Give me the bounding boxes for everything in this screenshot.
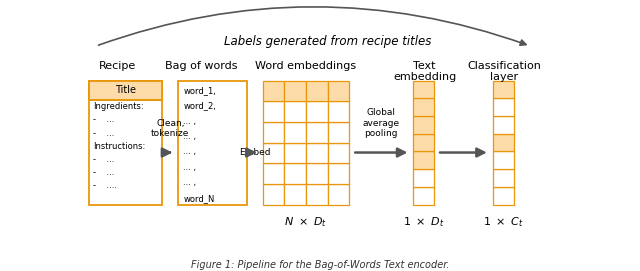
FancyBboxPatch shape <box>284 184 306 205</box>
FancyBboxPatch shape <box>413 98 434 116</box>
Text: Embed: Embed <box>239 148 270 157</box>
FancyBboxPatch shape <box>284 122 306 143</box>
FancyBboxPatch shape <box>262 184 284 205</box>
Text: ... ,: ... , <box>183 132 196 141</box>
FancyBboxPatch shape <box>328 122 349 143</box>
Text: Labels generated from recipe titles: Labels generated from recipe titles <box>224 35 432 48</box>
FancyBboxPatch shape <box>493 187 513 205</box>
Text: -    ...: - ... <box>93 115 115 124</box>
Text: -    ...: - ... <box>93 128 115 137</box>
FancyBboxPatch shape <box>493 116 513 134</box>
Text: Word embeddings: Word embeddings <box>255 61 356 71</box>
FancyBboxPatch shape <box>413 134 434 151</box>
Text: $1\ \times\ C_t$: $1\ \times\ C_t$ <box>483 215 524 229</box>
FancyBboxPatch shape <box>328 143 349 163</box>
FancyBboxPatch shape <box>306 101 328 122</box>
Text: Instructions:: Instructions: <box>93 141 145 151</box>
Text: Clean,
tokenize: Clean, tokenize <box>151 118 189 138</box>
FancyBboxPatch shape <box>493 98 513 116</box>
FancyBboxPatch shape <box>413 187 434 205</box>
Text: Classification
layer: Classification layer <box>467 61 541 82</box>
Text: $N\ \times\ D_t$: $N\ \times\ D_t$ <box>284 215 328 229</box>
Text: Recipe: Recipe <box>99 61 136 71</box>
Text: Ingredients:: Ingredients: <box>93 102 143 111</box>
Text: word_N: word_N <box>183 194 214 203</box>
FancyBboxPatch shape <box>284 80 306 101</box>
FancyBboxPatch shape <box>413 80 434 98</box>
Text: -    ...: - ... <box>93 154 115 164</box>
FancyBboxPatch shape <box>262 122 284 143</box>
FancyBboxPatch shape <box>178 80 246 205</box>
FancyBboxPatch shape <box>284 143 306 163</box>
FancyBboxPatch shape <box>493 169 513 187</box>
FancyBboxPatch shape <box>413 169 434 187</box>
Text: Global
average
pooling: Global average pooling <box>363 108 400 138</box>
Text: word_1,: word_1, <box>183 86 216 95</box>
Text: Text
embedding: Text embedding <box>393 61 456 82</box>
FancyBboxPatch shape <box>262 80 284 101</box>
Text: Title: Title <box>115 85 136 95</box>
FancyBboxPatch shape <box>328 101 349 122</box>
Text: word_2,: word_2, <box>183 101 216 110</box>
Text: -    ...: - ... <box>93 168 115 177</box>
Text: Figure 1: Pipeline for the Bag-of-Words Text encoder.: Figure 1: Pipeline for the Bag-of-Words … <box>191 260 449 270</box>
FancyBboxPatch shape <box>306 80 328 101</box>
FancyBboxPatch shape <box>306 122 328 143</box>
FancyBboxPatch shape <box>306 143 328 163</box>
FancyBboxPatch shape <box>262 163 284 184</box>
FancyBboxPatch shape <box>328 80 349 101</box>
Text: ... ,: ... , <box>183 163 196 172</box>
FancyBboxPatch shape <box>493 80 513 98</box>
FancyBboxPatch shape <box>306 184 328 205</box>
FancyBboxPatch shape <box>328 184 349 205</box>
Text: -    ....: - .... <box>93 181 117 190</box>
FancyBboxPatch shape <box>89 80 163 205</box>
FancyBboxPatch shape <box>493 134 513 151</box>
FancyBboxPatch shape <box>493 151 513 169</box>
Text: ... ,: ... , <box>183 147 196 156</box>
FancyBboxPatch shape <box>89 80 163 100</box>
Text: Bag of words: Bag of words <box>165 61 238 71</box>
FancyArrowPatch shape <box>99 7 526 45</box>
Text: ... ,: ... , <box>183 178 196 187</box>
FancyBboxPatch shape <box>284 163 306 184</box>
FancyBboxPatch shape <box>413 151 434 169</box>
FancyBboxPatch shape <box>413 116 434 134</box>
FancyBboxPatch shape <box>262 101 284 122</box>
FancyBboxPatch shape <box>284 101 306 122</box>
Text: ... ,: ... , <box>183 117 196 126</box>
FancyBboxPatch shape <box>262 143 284 163</box>
FancyBboxPatch shape <box>306 163 328 184</box>
Text: $1\ \times\ D_t$: $1\ \times\ D_t$ <box>403 215 445 229</box>
FancyBboxPatch shape <box>328 163 349 184</box>
